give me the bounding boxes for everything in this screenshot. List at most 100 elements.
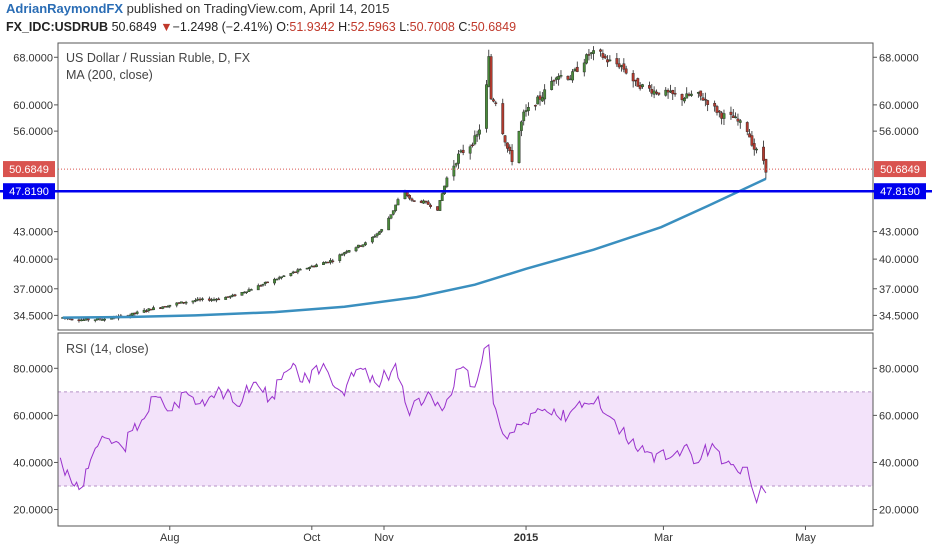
candle — [471, 142, 474, 148]
candle-body — [559, 75, 563, 77]
candle-body — [508, 146, 512, 152]
low-value: 50.7008 — [409, 20, 455, 34]
candle-body — [687, 93, 691, 96]
candle-body — [738, 120, 742, 123]
candle — [606, 55, 609, 67]
candle — [184, 300, 188, 305]
candle — [375, 232, 379, 238]
candle — [131, 312, 134, 317]
candle — [163, 305, 167, 308]
candle — [445, 176, 449, 189]
candle — [324, 261, 328, 264]
candle-body — [263, 282, 267, 284]
candle — [210, 297, 214, 303]
candle-body — [648, 85, 651, 89]
candle-body — [454, 163, 458, 166]
candle — [168, 304, 172, 309]
candle — [182, 302, 186, 305]
symbol-name: FX_IDC:USDRUB — [6, 20, 109, 34]
last-price-label: 50.6849 — [880, 164, 920, 176]
candle-body — [261, 284, 265, 286]
candle-body — [340, 254, 344, 256]
x-tick-label: Nov — [374, 532, 394, 544]
candle — [231, 293, 235, 298]
candle-body — [764, 158, 768, 173]
candle-body — [445, 177, 449, 187]
rsi-pane — [57, 332, 874, 527]
candle — [736, 113, 740, 126]
candle-body — [131, 312, 134, 316]
candle-body — [554, 77, 558, 80]
candle — [361, 244, 365, 248]
candle — [473, 130, 477, 146]
candle-body — [196, 298, 200, 301]
candle-body — [713, 102, 717, 107]
candle-body — [517, 131, 521, 163]
candle — [193, 298, 197, 303]
candle — [652, 86, 656, 99]
candle-body — [296, 269, 300, 273]
candle — [457, 149, 460, 169]
candle — [424, 200, 428, 204]
candle — [682, 96, 686, 104]
candle-body — [152, 307, 155, 311]
candle-body — [550, 81, 554, 90]
candle — [703, 92, 707, 107]
candle — [296, 268, 300, 275]
last-price: 50.6849 — [111, 20, 157, 34]
candle — [557, 73, 561, 86]
candle-body — [641, 84, 644, 87]
candle-body — [624, 68, 628, 74]
price-tag-left — [3, 161, 55, 178]
candle-body — [540, 97, 544, 102]
candle — [571, 69, 575, 83]
candle — [200, 297, 204, 302]
candle — [750, 130, 754, 147]
rsi-line — [59, 343, 767, 505]
candle — [142, 308, 146, 314]
candle-body — [436, 206, 439, 211]
candle — [135, 310, 139, 315]
price-tick-label: 56.0000 — [879, 126, 919, 138]
candle-body — [487, 56, 491, 87]
candle — [380, 228, 384, 234]
candle-body — [345, 251, 349, 253]
candle-body — [387, 217, 391, 231]
candle — [648, 81, 651, 92]
candle-body — [259, 285, 262, 287]
candle — [624, 65, 628, 75]
candle-body — [159, 307, 162, 309]
candle-body — [638, 85, 642, 89]
candle-body — [426, 201, 430, 205]
author-name[interactable]: AdrianRaymondFX — [6, 1, 124, 16]
candle-body — [322, 262, 325, 265]
candle-body — [533, 105, 537, 107]
candle — [478, 124, 481, 140]
candle — [587, 48, 591, 61]
candle-body — [599, 49, 602, 52]
candle-body — [573, 68, 577, 72]
candle — [687, 92, 691, 97]
rsi-tick-label: 60.0000 — [879, 410, 919, 422]
candle — [100, 318, 104, 321]
candle — [363, 241, 367, 247]
candle — [261, 283, 265, 287]
candle-body — [762, 146, 765, 161]
candle — [256, 283, 260, 291]
publish-text: published on TradingView.com, April 14, … — [126, 1, 390, 16]
candle-body — [356, 244, 360, 248]
candle — [559, 70, 563, 79]
candle-body — [666, 89, 670, 93]
candle-body — [324, 261, 328, 264]
rsi-tick-label: 40.0000 — [879, 457, 919, 469]
candle-body — [734, 116, 738, 119]
candle-body — [275, 278, 279, 281]
candle-body — [652, 90, 656, 95]
candle-body — [585, 54, 588, 64]
candle — [312, 265, 316, 268]
price-tick-label: 37.0000 — [879, 284, 919, 296]
candle — [410, 197, 414, 202]
candle — [275, 278, 279, 281]
candle — [536, 95, 540, 105]
